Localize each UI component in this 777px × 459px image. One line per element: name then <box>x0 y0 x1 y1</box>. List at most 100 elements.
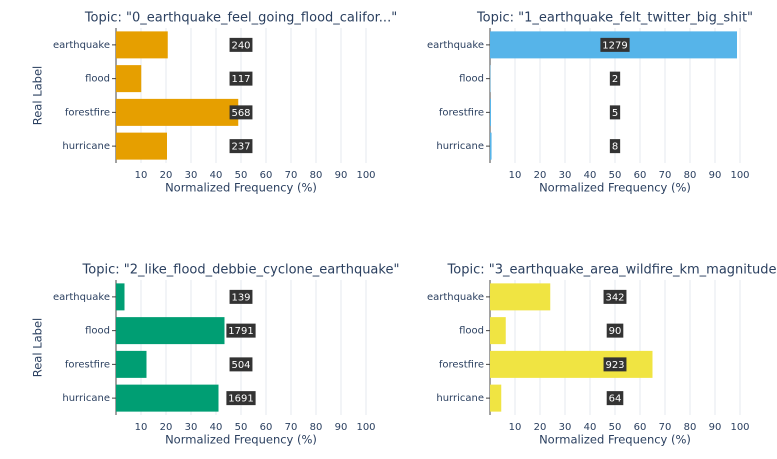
subplot-title: Topic: "1_earthquake_felt_twitter_big_sh… <box>476 11 753 26</box>
count-label-bg <box>229 139 253 154</box>
x-tick-label: 60 <box>260 170 273 181</box>
x-tick-label: 10 <box>135 170 148 181</box>
count-label-bg <box>229 105 253 120</box>
x-tick-label: 90 <box>709 170 722 181</box>
count-label: 1279 <box>602 40 627 51</box>
y-tick-label: flood <box>85 326 110 337</box>
x-axis-title: Normalized Frequency (%) <box>165 181 317 195</box>
x-tick-label: 40 <box>584 170 597 181</box>
y-tick-label: earthquake <box>53 292 110 303</box>
y-tick-label: flood <box>459 74 484 85</box>
x-tick-label: 30 <box>185 422 198 433</box>
count-label-bg <box>229 37 253 52</box>
y-axis-title: Real Label <box>31 66 45 125</box>
x-tick-label: 30 <box>559 422 572 433</box>
x-axis-title: Normalized Frequency (%) <box>165 433 317 447</box>
x-tick-label: 40 <box>210 170 223 181</box>
y-tick-label: earthquake <box>427 40 484 51</box>
x-tick-label: 20 <box>534 422 547 433</box>
count-label-bg <box>229 71 253 86</box>
x-tick-label: 50 <box>235 170 248 181</box>
count-label-bg <box>600 37 630 52</box>
x-axis-title: Normalized Frequency (%) <box>539 433 691 447</box>
x-tick-label: 80 <box>310 170 323 181</box>
x-tick-label: 60 <box>634 422 647 433</box>
y-tick-label: hurricane <box>436 393 484 404</box>
count-label-bg <box>606 391 624 406</box>
y-tick-label: forestfire <box>65 107 110 118</box>
x-tick-label: 100 <box>730 422 749 433</box>
bar <box>490 132 492 160</box>
subplot: Topic: "3_earthquake_area_wildfire_km_ma… <box>427 263 777 447</box>
y-tick-label: hurricane <box>436 141 484 152</box>
x-tick-label: 70 <box>285 170 298 181</box>
x-tick-label: 70 <box>659 170 672 181</box>
bar <box>116 98 239 126</box>
x-tick-label: 80 <box>310 422 323 433</box>
x-tick-label: 100 <box>730 170 749 181</box>
y-tick-label: hurricane <box>62 393 110 404</box>
subplot-title: Topic: "3_earthquake_area_wildfire_km_ma… <box>447 263 777 278</box>
bar <box>116 283 125 311</box>
bar <box>116 384 219 412</box>
subplot: Topic: "2_like_flood_debbie_cyclone_eart… <box>31 263 400 447</box>
subplot-title: Topic: "2_like_flood_debbie_cyclone_eart… <box>82 263 400 278</box>
x-tick-label: 40 <box>210 422 223 433</box>
x-tick-label: 30 <box>185 170 198 181</box>
count-label-bg <box>229 357 253 372</box>
x-tick-label: 90 <box>709 422 722 433</box>
x-tick-label: 70 <box>659 422 672 433</box>
bar <box>116 317 225 345</box>
x-tick-label: 20 <box>534 170 547 181</box>
y-tick-label: flood <box>85 74 110 85</box>
count-label-bg <box>226 391 256 406</box>
count-label: 5 <box>612 108 618 119</box>
count-label: 139 <box>231 292 250 303</box>
bar <box>116 350 147 378</box>
count-label-bg <box>609 105 621 120</box>
count-label: 2 <box>612 74 618 85</box>
count-label-bg <box>603 357 627 372</box>
count-label: 240 <box>231 40 250 51</box>
y-tick-label: forestfire <box>439 359 484 370</box>
count-label: 568 <box>231 108 250 119</box>
count-label: 237 <box>231 142 250 153</box>
x-tick-label: 50 <box>609 170 622 181</box>
x-tick-label: 40 <box>584 422 597 433</box>
x-tick-label: 50 <box>235 422 248 433</box>
count-label: 1791 <box>228 326 253 337</box>
x-tick-label: 80 <box>684 170 697 181</box>
bar <box>116 31 168 59</box>
count-label: 117 <box>231 74 250 85</box>
count-label: 342 <box>605 292 624 303</box>
y-tick-label: flood <box>459 326 484 337</box>
x-axis-title: Normalized Frequency (%) <box>539 181 691 195</box>
count-label-bg <box>609 139 621 154</box>
y-tick-label: earthquake <box>427 292 484 303</box>
x-tick-label: 90 <box>335 170 348 181</box>
x-tick-label: 20 <box>160 170 173 181</box>
x-tick-label: 80 <box>684 422 697 433</box>
x-tick-label: 90 <box>335 422 348 433</box>
subplot: Topic: "1_earthquake_felt_twitter_big_sh… <box>427 11 753 195</box>
bar <box>490 98 491 126</box>
subplot-title: Topic: "0_earthquake_feel_going_flood_ca… <box>84 11 397 26</box>
y-tick-label: hurricane <box>62 141 110 152</box>
bar <box>490 384 502 412</box>
count-label: 90 <box>609 326 622 337</box>
x-tick-label: 50 <box>609 422 622 433</box>
y-tick-label: earthquake <box>53 40 110 51</box>
x-tick-label: 10 <box>509 170 522 181</box>
count-label: 8 <box>612 142 618 153</box>
bar <box>116 132 167 160</box>
x-tick-label: 100 <box>356 170 375 181</box>
count-label: 504 <box>231 360 250 371</box>
count-label: 1691 <box>228 394 253 405</box>
x-tick-label: 10 <box>135 422 148 433</box>
x-tick-label: 100 <box>356 422 375 433</box>
x-tick-label: 70 <box>285 422 298 433</box>
x-tick-label: 60 <box>634 170 647 181</box>
bar <box>490 317 506 345</box>
count-label-bg <box>609 71 621 86</box>
